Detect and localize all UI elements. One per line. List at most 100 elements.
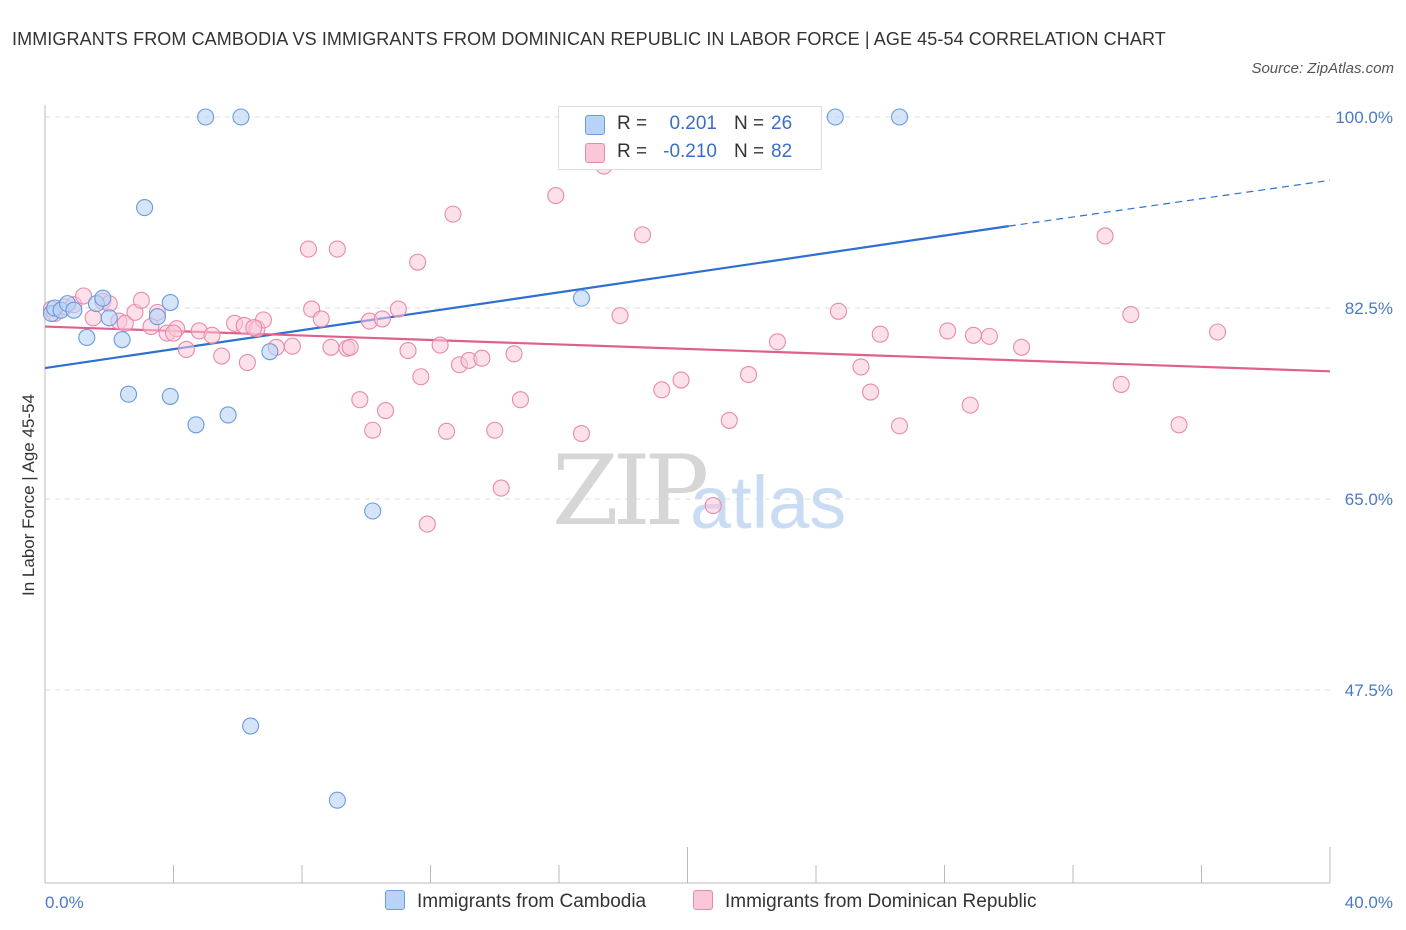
- legend-n-label: N =: [734, 113, 765, 134]
- dominican-point: [132, 291, 150, 309]
- dominican-point: [964, 326, 982, 344]
- dominican-point: [1170, 416, 1188, 434]
- dominican-point: [961, 396, 979, 414]
- cambodia-point: [261, 343, 279, 361]
- dominican-point: [299, 240, 317, 258]
- cambodia-trend-line: [44, 225, 1009, 370]
- cambodia-point: [572, 289, 591, 307]
- dominican-point: [1112, 375, 1130, 393]
- dominican-point: [829, 302, 848, 320]
- dominican-point: [164, 324, 183, 342]
- dominican-point: [704, 496, 722, 515]
- watermark-zip: ZIP: [552, 435, 707, 547]
- dominican-point: [890, 417, 909, 435]
- series-label-cambodia: Immigrants from Cambodia: [417, 891, 647, 912]
- dominican-point: [1122, 305, 1140, 324]
- cambodia-point: [136, 199, 154, 217]
- dominican-point: [720, 411, 738, 429]
- dominican-point: [492, 479, 510, 497]
- dominican-point: [980, 327, 999, 345]
- dominican-point: [412, 368, 430, 386]
- trend-lines: [44, 179, 1331, 373]
- y-tick-label: 100.0%: [1335, 108, 1393, 127]
- dominican-point: [486, 421, 504, 439]
- grid-lines: [45, 116, 1330, 691]
- legend-n-value: 82: [771, 141, 793, 162]
- legend-r-label: R =: [617, 113, 648, 134]
- dominican-point: [473, 349, 491, 367]
- dominican-point: [213, 347, 231, 365]
- chart-source: Source: ZipAtlas.com: [1251, 60, 1394, 77]
- dominican-point: [1209, 323, 1227, 341]
- legend-r-value: -0.210: [663, 141, 717, 162]
- y-tick-label: 82.5%: [1345, 299, 1393, 318]
- dominican-point: [672, 371, 690, 389]
- dominican-point: [177, 340, 195, 359]
- dominican-point: [572, 424, 591, 443]
- dominican-points: [42, 157, 1227, 533]
- cambodia-trend-extension: [1008, 179, 1331, 227]
- dominican-point: [739, 366, 758, 384]
- series-legend-dominican[interactable]: Immigrants from Dominican Republic: [693, 888, 1037, 916]
- cambodia-point: [100, 309, 118, 327]
- dominican-point: [1096, 227, 1114, 245]
- cambodia-point: [94, 289, 112, 307]
- dominican-point: [376, 402, 395, 420]
- cambodia-point: [197, 108, 215, 126]
- cambodia-point: [78, 328, 96, 347]
- dominican-point: [438, 422, 456, 440]
- dominican-point: [939, 322, 957, 340]
- watermark: ZIP atlas: [552, 435, 846, 547]
- legend-swatch-dominican: [585, 143, 605, 163]
- y-tick-label: 65.0%: [1345, 490, 1393, 509]
- dominican-point: [389, 300, 407, 318]
- cambodia-point: [890, 108, 909, 126]
- dominican-point: [505, 345, 523, 363]
- cambodia-point: [364, 502, 382, 520]
- y-axis-title: In Labor Force | Age 45-54: [19, 394, 38, 596]
- dominican-point: [547, 187, 565, 205]
- cambodia-point: [161, 293, 179, 312]
- dominican-point: [653, 381, 671, 399]
- series-legend: Immigrants from Cambodia Immigrants from…: [0, 888, 1406, 916]
- axes: [44, 105, 1331, 884]
- dominican-point: [418, 515, 436, 533]
- dominican-point: [511, 391, 530, 409]
- dominican-point: [431, 336, 449, 354]
- cambodia-point: [119, 385, 138, 403]
- dominican-point: [364, 421, 382, 439]
- legend-r-value: 0.201: [669, 113, 717, 134]
- cambodia-point: [328, 791, 346, 809]
- dominican-point: [399, 342, 417, 360]
- chart-title: IMMIGRANTS FROM CAMBODIA VS IMMIGRANTS F…: [12, 29, 1166, 49]
- dominican-trend-line: [44, 325, 1331, 373]
- x-tick-label-min: 0.0%: [45, 893, 84, 912]
- cambodia-point: [113, 331, 131, 349]
- dominican-point: [203, 326, 221, 344]
- dominican-point: [768, 333, 787, 351]
- dominican-point: [283, 337, 301, 355]
- dominican-point: [862, 383, 880, 401]
- dominican-point: [351, 391, 369, 409]
- cambodia-points: [42, 108, 909, 809]
- dominican-point: [341, 338, 359, 356]
- dominican-point: [245, 319, 263, 337]
- series-legend-cambodia[interactable]: Immigrants from Cambodia: [385, 888, 646, 916]
- legend-n-value: 26: [771, 113, 793, 134]
- legend-r-label: R =: [617, 141, 648, 162]
- cambodia-point: [826, 108, 844, 126]
- dominican-point: [84, 309, 102, 327]
- series-label-dominican: Immigrants from Dominican Republic: [725, 891, 1037, 912]
- cambodia-point: [187, 416, 205, 434]
- cambodia-point: [65, 301, 83, 319]
- legend-swatch-cambodia: [585, 115, 605, 135]
- correlation-legend: R = 0.201 N = 26 R = -0.210 N = 82: [558, 106, 822, 170]
- dominican-point: [409, 253, 427, 271]
- x-tick-label-max: 40.0%: [1345, 893, 1393, 912]
- y-tick-labels: 47.5% 65.0% 82.5% 100.0%: [1335, 108, 1393, 700]
- dominican-point: [75, 287, 93, 305]
- series-swatch-dominican: [693, 890, 713, 910]
- dominican-point: [328, 240, 346, 258]
- dominican-point: [373, 310, 391, 328]
